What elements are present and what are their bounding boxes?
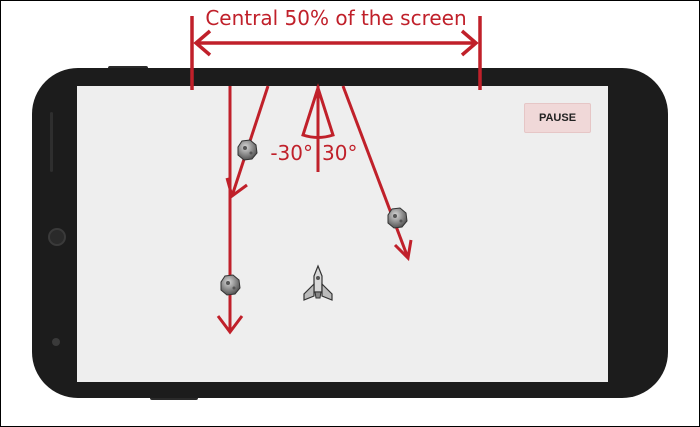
bracket-left-arrowhead [193, 29, 212, 57]
phone-sensor [52, 338, 60, 346]
central-region-label: Central 50% of the screen [205, 6, 466, 30]
game-screen[interactable] [77, 86, 608, 382]
asteroid-icon [237, 139, 258, 161]
angle-right-label: 30° [322, 141, 357, 165]
central-region-bracket [190, 16, 482, 90]
asteroid-icon [387, 207, 408, 229]
angle-wedge [301, 83, 335, 139]
phone-camera-icon [48, 228, 66, 246]
spaceship-icon [303, 264, 333, 301]
pause-button[interactable]: PAUSE [524, 103, 591, 133]
angle-indicator [301, 83, 335, 172]
bracket-right-arrowhead [460, 29, 479, 57]
angle-left-label: -30° [270, 141, 313, 165]
asteroid-icon [220, 274, 241, 296]
phone-speaker [50, 112, 53, 172]
trajectory-arrow-angled-right [341, 85, 413, 262]
phone-power-button [150, 396, 198, 400]
